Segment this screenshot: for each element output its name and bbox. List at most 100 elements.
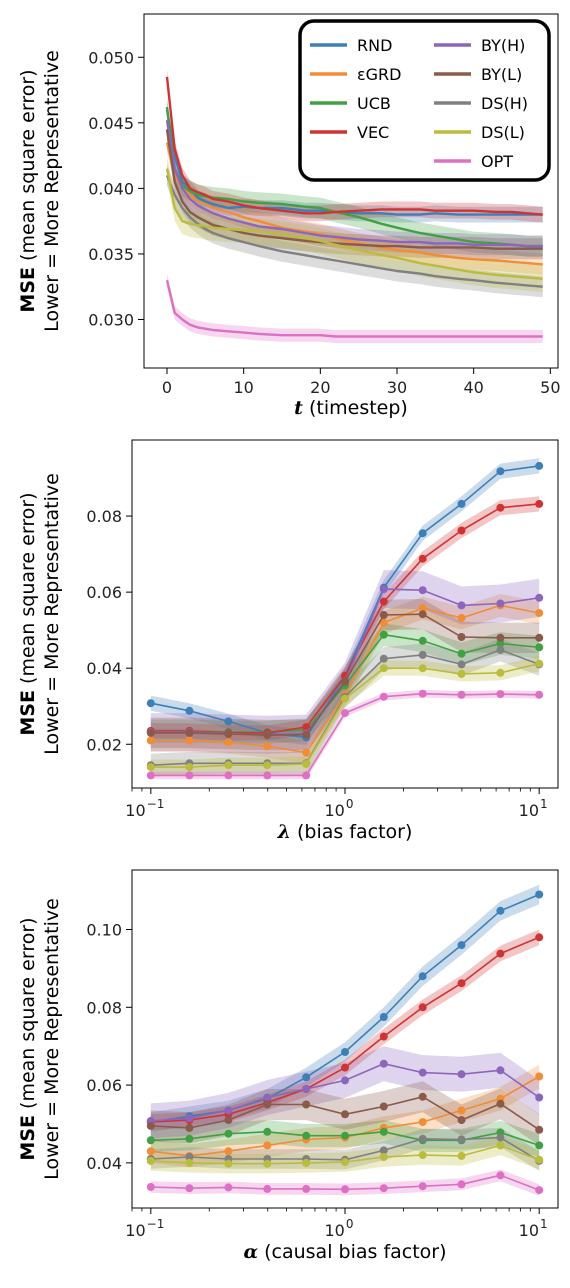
x-tick-label: 20 (310, 378, 330, 397)
point-opt (418, 1182, 427, 1191)
y-tick-label: 0.035 (88, 245, 134, 264)
x-tick-label: 101 (519, 1217, 548, 1240)
point-grd (185, 736, 194, 745)
point-by-l (302, 1100, 311, 1109)
series-line-by-l (165, 129, 543, 250)
point-ds-l (341, 694, 349, 703)
point-by-l (379, 611, 388, 619)
y-tick-label: 0.06 (86, 1076, 122, 1095)
plot-area (146, 458, 544, 780)
y-tick-label: 0.04 (86, 659, 122, 678)
point-opt (146, 1183, 155, 1191)
point-rnd (535, 890, 544, 899)
x-tick-label: 10−1 (125, 797, 164, 820)
point-grd (457, 1106, 466, 1115)
point-ds-h (185, 1153, 194, 1161)
x-tick-label: 101 (519, 797, 548, 820)
x-tick-label: 100 (325, 797, 354, 820)
point-ds-l (185, 763, 194, 772)
point-ds-l (379, 1153, 388, 1161)
point-by-l (535, 1125, 544, 1134)
series-line-opt (165, 279, 543, 338)
band-vec (167, 69, 543, 223)
band-grd (150, 1064, 540, 1168)
point-opt (302, 1184, 311, 1193)
point-opt (535, 1186, 544, 1195)
band-by-h (150, 570, 540, 754)
x-axis-label: λ (bias factor) (277, 821, 413, 843)
band-ds-h (150, 638, 540, 777)
point-ds-h (496, 1133, 505, 1142)
point-grd (263, 742, 272, 751)
point-by-h (185, 1114, 194, 1123)
point-by-l (341, 1110, 349, 1119)
point-ds-l (302, 1158, 311, 1167)
y-tick-label: 0.02 (86, 735, 122, 754)
point-ds-l (418, 664, 427, 673)
point-ucb (418, 636, 427, 645)
point-ds-l (535, 659, 544, 668)
point-rnd (379, 1013, 388, 1021)
point-by-h (302, 1085, 311, 1093)
point-by-h (224, 1106, 233, 1115)
point-rnd (457, 499, 466, 508)
point-opt (185, 1184, 194, 1193)
point-grd (263, 1141, 272, 1150)
x-axis-label: α (causal bias factor) (243, 1241, 446, 1263)
point-opt (146, 771, 155, 780)
y-axis-label: MSE (mean square error) (17, 917, 39, 1160)
point-by-l (457, 1116, 466, 1125)
band-rnd (150, 458, 540, 745)
chart-panel-1: 0 10 20 30 40 50 0.030 0.035 0.040 0.045 0.050 t (t… (17, 13, 561, 419)
point-ucb (496, 639, 505, 648)
point-ds-l (263, 761, 272, 770)
band-rnd (167, 101, 543, 223)
series-line-vec (165, 76, 543, 216)
point-opt (224, 771, 233, 780)
point-rnd (418, 972, 427, 981)
point-ds-h (496, 645, 505, 654)
point-by-h (496, 1066, 505, 1075)
point-opt (224, 1183, 233, 1192)
point-by-l (341, 677, 349, 686)
point-by-h (457, 1070, 466, 1079)
y-tick-label: 0.045 (88, 114, 134, 133)
point-by-h (535, 593, 544, 602)
point-ucb (379, 1127, 388, 1136)
x-axis-label: t (timestep) (294, 397, 408, 419)
point-rnd (185, 706, 194, 715)
legend-entry: BY(H) (481, 36, 525, 55)
y-tick-label: 0.050 (88, 48, 134, 67)
point-grd (224, 1147, 233, 1156)
point-opt (457, 690, 466, 699)
point-ds-l (418, 1151, 427, 1160)
point-ds-l (146, 763, 155, 772)
x-tick-label: 50 (540, 378, 560, 397)
point-grd (146, 736, 155, 745)
point-vec (418, 554, 427, 563)
point-ucb (379, 630, 388, 639)
point-by-h (418, 1068, 427, 1077)
point-opt (341, 1185, 349, 1194)
point-by-l (146, 728, 155, 737)
legend-entry: OPT (481, 152, 513, 171)
point-by-l (146, 1121, 155, 1130)
series-line-grd (165, 142, 543, 266)
point-vec (302, 723, 311, 732)
point-ds-l (185, 1158, 194, 1167)
y-tick-label: 0.040 (88, 179, 134, 198)
point-by-l (263, 1100, 272, 1109)
y-axis-label-line2: Lower = More Representative (41, 473, 63, 755)
series-line-by-h (165, 120, 543, 248)
point-vec (341, 1063, 349, 1072)
series-line-ds-h (165, 174, 543, 288)
point-ds-l (496, 668, 505, 677)
point-ds-l (457, 669, 466, 678)
legend-entry: DS(L) (481, 123, 525, 142)
point-ds-l (146, 1156, 155, 1165)
point-grd (379, 618, 388, 627)
legend-box (298, 19, 551, 182)
point-rnd (535, 461, 544, 470)
legend-entry: BY(L) (481, 65, 522, 84)
legend-entry: VEC (357, 123, 389, 142)
